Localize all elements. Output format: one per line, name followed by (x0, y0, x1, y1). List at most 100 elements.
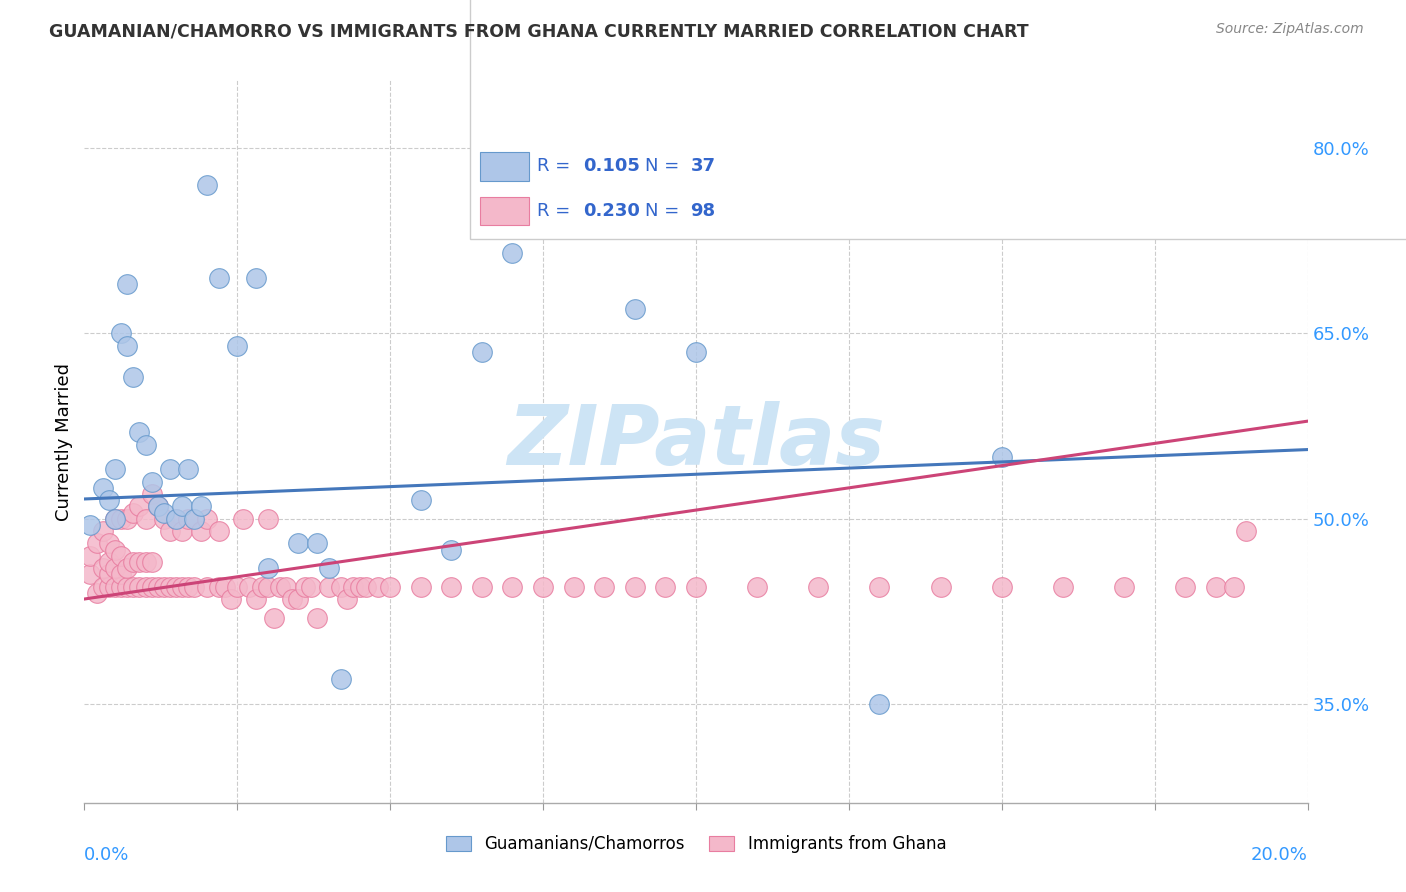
Point (177, 580, 200, 594)
Point (531, 580, 554, 594)
Point (110, 512, 132, 526)
Point (146, 580, 169, 594)
Text: 0.0%: 0.0% (84, 847, 129, 864)
Point (165, 512, 187, 526)
Point (1052, 580, 1074, 594)
Point (336, 592, 359, 607)
Point (807, 580, 830, 594)
Point (104, 561, 127, 575)
Point (869, 697, 891, 711)
Point (183, 580, 205, 594)
Point (128, 425, 150, 440)
Point (115, 277, 138, 291)
Point (593, 580, 616, 594)
Point (91, 561, 114, 575)
Point (195, 580, 218, 594)
Point (214, 580, 236, 594)
Point (159, 462, 181, 476)
Point (349, 580, 371, 594)
Point (654, 580, 676, 594)
Point (128, 580, 150, 594)
Point (219, 592, 242, 607)
Point (624, 301, 647, 316)
Point (624, 580, 647, 594)
Text: 20.0%: 20.0% (1251, 847, 1308, 864)
Point (115, 580, 138, 594)
Point (685, 345, 707, 359)
Point (104, 542, 127, 557)
Point (115, 512, 138, 526)
Point (208, 580, 231, 594)
Point (135, 580, 157, 594)
Point (122, 506, 145, 520)
Point (110, 580, 132, 594)
Point (502, 246, 524, 260)
Point (330, 580, 353, 594)
Point (146, 500, 169, 514)
Point (122, 369, 145, 384)
Point (141, 555, 163, 569)
Point (354, 580, 377, 594)
Point (104, 512, 127, 526)
Point (86, 536, 108, 550)
Point (153, 580, 176, 594)
Point (141, 580, 163, 594)
Point (159, 580, 181, 594)
Point (263, 610, 285, 624)
Point (91, 481, 114, 495)
Point (128, 500, 150, 514)
Point (991, 580, 1014, 594)
Point (1205, 580, 1227, 594)
Point (250, 580, 273, 594)
Point (172, 524, 194, 538)
Point (276, 580, 298, 594)
Point (86, 586, 108, 600)
Point (104, 512, 127, 526)
Point (471, 580, 494, 594)
Point (305, 610, 328, 624)
Point (79, 517, 101, 532)
Point (1236, 524, 1258, 538)
Point (1114, 580, 1136, 594)
Point (177, 512, 200, 526)
Legend: Guamanians/Chamorros, Immigrants from Ghana: Guamanians/Chamorros, Immigrants from Gh… (439, 828, 953, 860)
Point (141, 487, 163, 501)
Point (330, 673, 353, 687)
Point (165, 580, 187, 594)
Point (226, 339, 249, 353)
Point (318, 580, 340, 594)
Point (97, 580, 120, 594)
Point (342, 580, 364, 594)
Point (97, 567, 120, 582)
Point (226, 580, 249, 594)
Point (294, 580, 316, 594)
Point (135, 555, 157, 569)
Text: GUAMANIAN/CHAMORRO VS IMMIGRANTS FROM GHANA CURRENTLY MARRIED CORRELATION CHART: GUAMANIAN/CHAMORRO VS IMMIGRANTS FROM GH… (49, 22, 1029, 40)
Point (110, 549, 132, 563)
Point (115, 339, 138, 353)
Point (146, 500, 169, 514)
Point (257, 561, 280, 575)
Point (299, 580, 322, 594)
Text: Source: ZipAtlas.com: Source: ZipAtlas.com (1216, 22, 1364, 37)
Point (159, 524, 181, 538)
Point (195, 512, 218, 526)
Point (869, 580, 891, 594)
Point (991, 450, 1014, 464)
Point (122, 555, 145, 569)
Point (367, 580, 389, 594)
Point (409, 580, 432, 594)
Point (79, 549, 101, 563)
Point (685, 580, 707, 594)
Point (409, 493, 432, 508)
Point (208, 524, 231, 538)
Point (135, 512, 157, 526)
Point (287, 592, 309, 607)
Point (110, 567, 132, 582)
Point (190, 524, 212, 538)
Point (110, 326, 132, 341)
Point (471, 345, 494, 359)
Point (1223, 580, 1246, 594)
Point (281, 592, 304, 607)
Point (135, 437, 157, 451)
